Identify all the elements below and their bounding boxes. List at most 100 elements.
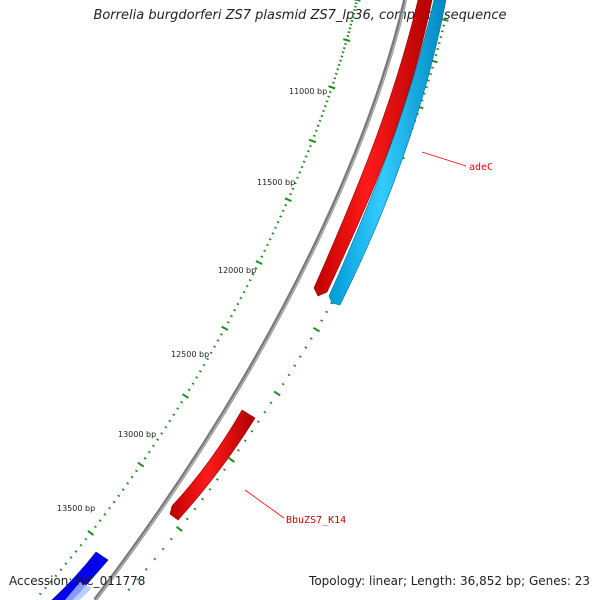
- minor-tick: [320, 114, 324, 118]
- minor-tick: [346, 34, 350, 38]
- minor-tick: [287, 373, 291, 377]
- minor-tick: [332, 81, 335, 84]
- minor-tick: [248, 278, 252, 282]
- minor-tick: [44, 586, 47, 590]
- minor-tick: [233, 308, 237, 312]
- gene-BbuZS7_K14[interactable]: [169, 409, 256, 521]
- minor-tick: [54, 574, 58, 578]
- minor-tick: [191, 382, 195, 385]
- minor-tick: [127, 588, 131, 592]
- minor-tick: [64, 562, 68, 566]
- minor-tick: [263, 410, 267, 414]
- minor-tick: [300, 165, 304, 169]
- minor-tick: [250, 429, 254, 433]
- minor-tick: [223, 468, 226, 472]
- minor-tick: [353, 9, 357, 12]
- minor-tick: [193, 507, 197, 511]
- minor-tick: [325, 310, 329, 314]
- minor-tick: [161, 547, 165, 551]
- tick-label-11500: 11500 bp: [257, 178, 295, 187]
- minor-tick: [213, 345, 216, 348]
- label-line-BbuZS7_K14: [244, 489, 285, 519]
- minor-tick: [256, 420, 260, 423]
- minor-tick: [434, 54, 438, 57]
- minor-tick: [322, 109, 325, 113]
- minor-tick: [291, 187, 295, 190]
- minor-tick: [354, 2, 358, 5]
- minor-tick: [334, 72, 338, 75]
- minor-tick: [279, 215, 283, 218]
- minor-tick: [202, 363, 206, 367]
- minor-tick: [144, 567, 148, 571]
- minor-tick: [216, 339, 220, 342]
- minor-tick: [237, 448, 240, 452]
- minor-tick: [172, 413, 176, 417]
- gene-label-BbuZS7_K14: BbuZS7_K14: [286, 515, 346, 526]
- minor-tick: [281, 209, 285, 213]
- minor-tick: [304, 155, 308, 158]
- minor-tick: [130, 475, 134, 479]
- minor-tick: [269, 401, 273, 405]
- minor-tick: [59, 568, 63, 572]
- minor-tick: [136, 578, 140, 581]
- major-tick: [228, 457, 235, 463]
- minor-tick: [333, 77, 337, 80]
- minor-tick: [440, 30, 444, 33]
- minor-tick: [304, 346, 308, 349]
- minor-tick: [320, 319, 324, 322]
- minor-tick: [308, 144, 312, 148]
- major-tick: [328, 85, 336, 90]
- minor-tick: [349, 23, 353, 26]
- gene-blue-bottom-pale: [65, 582, 92, 600]
- minor-tick: [293, 181, 297, 185]
- tick-label-12500: 12500 bp: [171, 350, 209, 359]
- minor-tick: [156, 438, 160, 441]
- minor-tick: [296, 176, 299, 180]
- minor-tick: [281, 382, 285, 386]
- backbone: [93, 0, 407, 600]
- minor-tick: [348, 27, 352, 30]
- gene-blue-bottom[interactable]: [51, 551, 109, 600]
- gene-adeC-forward[interactable]: [313, 0, 433, 297]
- minor-tick: [206, 357, 209, 361]
- major-tick: [441, 18, 449, 22]
- minor-tick: [169, 537, 173, 541]
- minor-tick: [266, 243, 269, 247]
- minor-tick: [243, 439, 247, 443]
- minor-tick: [236, 302, 240, 306]
- minor-tick: [260, 255, 264, 258]
- minor-tick: [198, 370, 202, 373]
- backbone-highlight: [95, 0, 407, 600]
- minor-tick: [436, 47, 440, 51]
- minor-tick: [325, 100, 329, 103]
- minor-tick: [135, 469, 138, 473]
- minor-tick: [341, 51, 345, 54]
- minor-tick: [437, 42, 441, 45]
- topology-summary: Topology: linear; Length: 36,852 bp; Gen…: [309, 574, 590, 588]
- minor-tick: [185, 517, 189, 521]
- minor-tick: [176, 407, 180, 410]
- minor-tick: [215, 478, 219, 481]
- minor-tick: [327, 95, 331, 98]
- minor-tick: [147, 450, 151, 454]
- minor-tick: [180, 400, 184, 404]
- minor-tick: [245, 284, 249, 288]
- minor-tick: [289, 192, 293, 196]
- tick-label-13000: 13000 bp: [118, 430, 156, 439]
- tick-label-13500: 13500 bp: [57, 504, 95, 513]
- minor-tick: [263, 249, 267, 253]
- minor-tick: [351, 16, 355, 19]
- minor-tick: [309, 337, 313, 340]
- minor-tick: [74, 550, 78, 553]
- minor-tick: [323, 105, 327, 108]
- minor-tick: [293, 364, 297, 368]
- minor-tick: [298, 355, 302, 358]
- gene-adeC-reverse[interactable]: [328, 0, 447, 306]
- minor-tick: [117, 494, 121, 498]
- minor-tick: [84, 537, 88, 541]
- major-tick: [284, 197, 292, 203]
- minor-tick: [276, 220, 280, 224]
- major-tick: [181, 393, 189, 399]
- minor-tick: [328, 90, 332, 94]
